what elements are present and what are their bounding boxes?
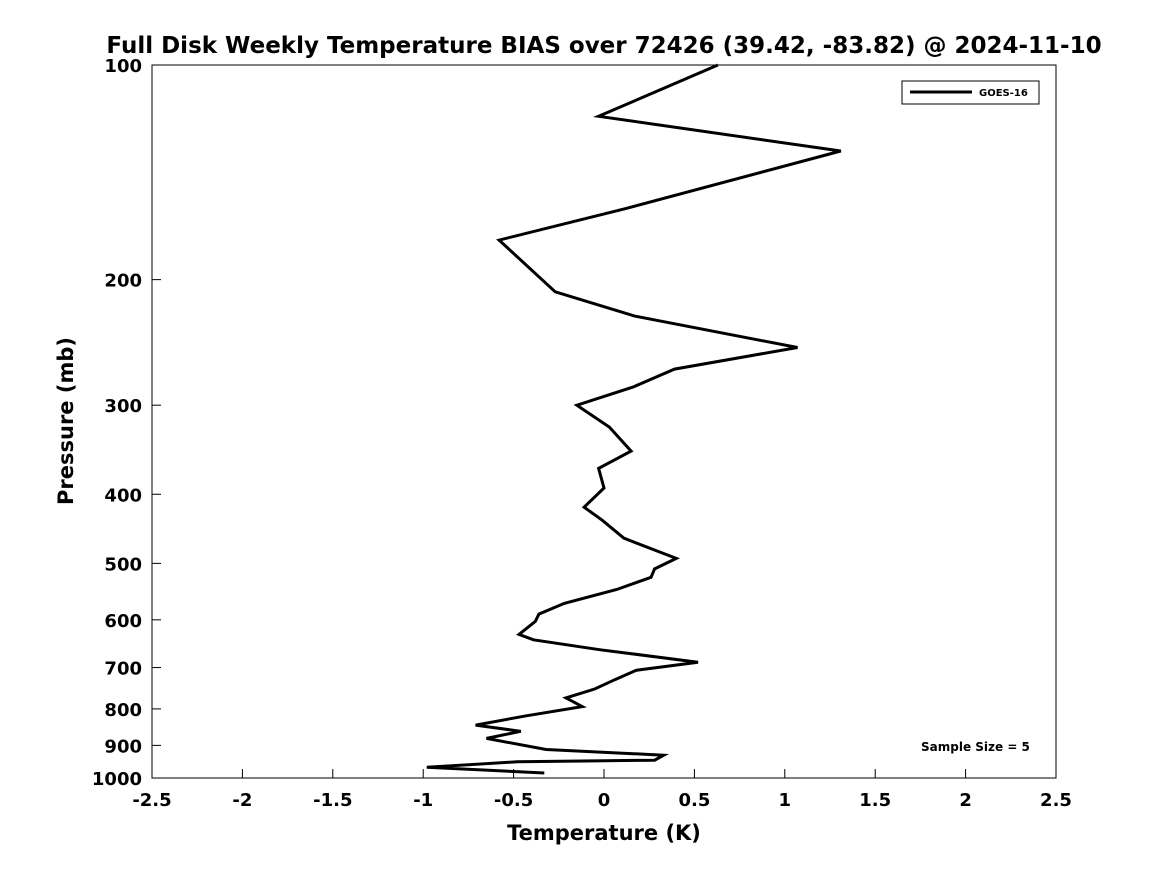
y-axis-label: Pressure (mb)	[54, 337, 78, 505]
y-tick-label: 800	[104, 700, 142, 721]
y-tick-label: 300	[104, 396, 142, 417]
x-tick-label: 1.5	[859, 790, 891, 811]
x-tick-label: -2.5	[132, 790, 171, 811]
sample-size-annotation: Sample Size = 5	[921, 740, 1030, 754]
x-tick-label: 1	[779, 790, 792, 811]
series-layer	[426, 63, 842, 775]
x-tick-label: 0	[598, 790, 611, 811]
x-tick-label: 0.5	[678, 790, 710, 811]
series-line-goes16	[426, 63, 842, 775]
y-tick-label: 100	[104, 56, 142, 77]
y-tick-label: 700	[104, 659, 142, 680]
y-tick-label: 1000	[92, 769, 142, 790]
y-tick-label: 900	[104, 736, 142, 757]
x-axis-ticks: -2.5 -2 -1.5 -1 -0.5 0 0.5 1 1.5 2 2.5	[132, 769, 1072, 811]
x-tick-label: -1	[413, 790, 433, 811]
legend: GOES-16	[901, 80, 1040, 105]
y-axis-ticks: 100 200 300 400 500 600 700 800 900 1000	[92, 56, 161, 790]
legend-label-goes16: GOES-16	[979, 88, 1028, 99]
x-tick-label: 2	[959, 790, 972, 811]
y-tick-label: 400	[104, 485, 142, 506]
x-tick-label: 2.5	[1040, 790, 1072, 811]
x-tick-label: -0.5	[494, 790, 533, 811]
plot-area	[151, 64, 1057, 779]
y-tick-label: 500	[104, 554, 142, 575]
y-tick-label: 200	[104, 271, 142, 292]
x-tick-label: -2	[232, 790, 252, 811]
chart-title: Full Disk Weekly Temperature BIAS over 7…	[106, 33, 1101, 59]
y-tick-label: 600	[104, 611, 142, 632]
x-axis-label: Temperature (K)	[507, 821, 701, 845]
x-tick-label: -1.5	[313, 790, 352, 811]
